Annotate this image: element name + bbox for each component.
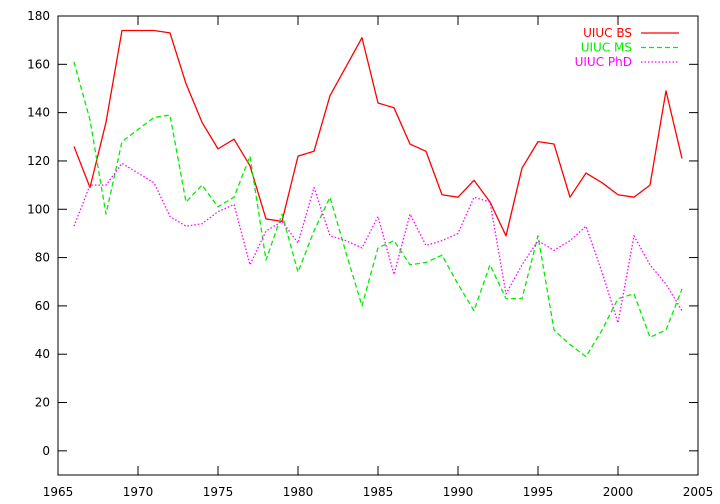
y-tick-label: 160 <box>27 57 50 71</box>
legend-label: UIUC BS <box>583 26 632 40</box>
x-tick-label: 1975 <box>203 485 234 499</box>
x-tick-label: 2000 <box>603 485 634 499</box>
y-tick-label: 60 <box>35 299 50 313</box>
x-tick-label: 1990 <box>443 485 474 499</box>
y-tick-label: 100 <box>27 202 50 216</box>
y-tick-label: 80 <box>35 251 50 265</box>
x-tick-label: 1995 <box>523 485 554 499</box>
legend-label: UIUC MS <box>581 41 632 55</box>
y-tick-label: 20 <box>35 396 50 410</box>
x-tick-label: 1980 <box>283 485 314 499</box>
legend-label: UIUC PhD <box>575 55 632 69</box>
x-tick-label: 1965 <box>43 485 74 499</box>
x-tick-label: 2005 <box>683 485 714 499</box>
series-line-uiuc-bs <box>73 29 683 237</box>
series-lines <box>73 29 683 358</box>
y-tick-label: 140 <box>27 106 50 120</box>
x-tick-label: 1970 <box>123 485 154 499</box>
series-line-uiuc-phd <box>73 162 683 324</box>
x-tick-label: 1985 <box>363 485 394 499</box>
series-line-uiuc-ms <box>73 61 683 358</box>
y-tick-label: 40 <box>35 347 50 361</box>
y-tick-label: 180 <box>27 9 50 23</box>
axis-ticks: 1965 1970 1975 1980 1985 1990 1995 2000 2005 0 20 4… <box>27 9 713 499</box>
plot-frame <box>57 15 699 476</box>
y-tick-label: 120 <box>27 154 50 168</box>
y-tick-label: 0 <box>42 444 50 458</box>
